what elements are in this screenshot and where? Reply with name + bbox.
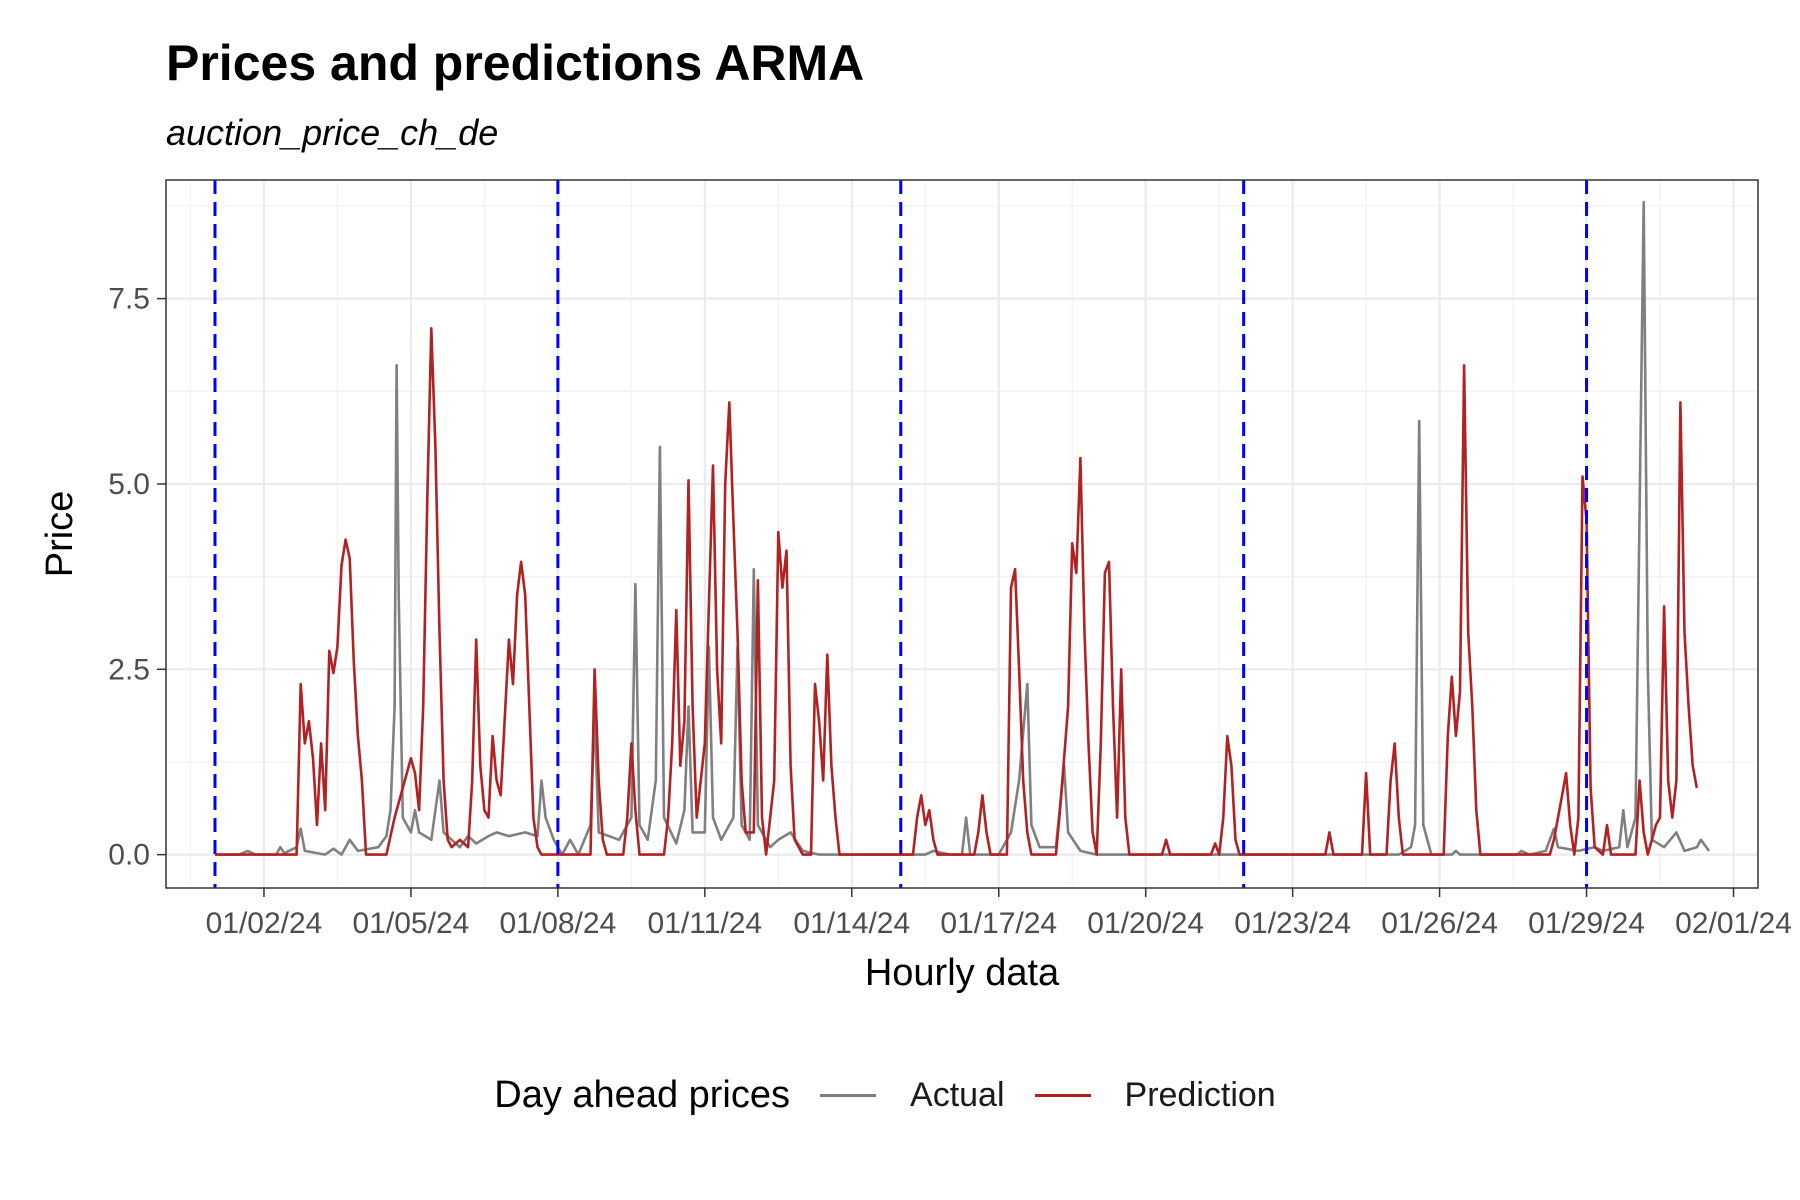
x-tick-label: 01/05/24	[353, 907, 470, 940]
legend-title: Day ahead prices	[494, 1074, 791, 1116]
legend-label-actual: Actual	[910, 1076, 1005, 1114]
x-tick-label: 01/29/24	[1528, 907, 1645, 940]
y-tick-label: 0.0	[108, 839, 150, 872]
chart-title: Prices and predictions ARMA	[166, 35, 865, 91]
x-tick-label: 01/02/24	[206, 907, 323, 940]
reference-lines	[213, 180, 1589, 888]
plot-panel-border	[165, 179, 1759, 889]
legend-item-prediction: Prediction	[1034, 1076, 1276, 1115]
chart-subtitle: auction_price_ch_de	[166, 112, 499, 153]
legend-label-prediction: Prediction	[1124, 1076, 1276, 1114]
x-tick-label: 01/08/24	[499, 907, 616, 940]
legend: Day ahead prices Actual Prediction	[0, 1074, 1800, 1117]
x-tick-label: 01/23/24	[1234, 907, 1351, 940]
series-line-prediction	[215, 327, 1699, 856]
legend-key-prediction	[1034, 1094, 1091, 1097]
x-tick-label: 01/14/24	[793, 907, 910, 940]
y-tick-label: 5.0	[108, 468, 150, 501]
legend-item-actual: Actual	[820, 1076, 1005, 1115]
legend-key-actual	[820, 1094, 877, 1097]
y-axis-title: Price	[39, 491, 81, 578]
x-tick-label: 01/26/24	[1381, 907, 1498, 940]
axes: 01/02/24 01/05/24 01/08/24 01/11/24 01/14/24…	[108, 283, 1792, 940]
x-tick-label: 01/20/24	[1087, 907, 1204, 940]
series-layer	[215, 200, 1711, 856]
y-tick-label: 7.5	[108, 283, 150, 316]
y-tick-label: 2.5	[108, 653, 150, 686]
x-tick-label: 01/17/24	[940, 907, 1057, 940]
series-line-actual	[215, 200, 1711, 856]
x-tick-label: 01/11/24	[648, 907, 763, 940]
x-axis-title: Hourly data	[865, 952, 1060, 994]
x-tick-label: 02/01/24	[1675, 907, 1792, 940]
